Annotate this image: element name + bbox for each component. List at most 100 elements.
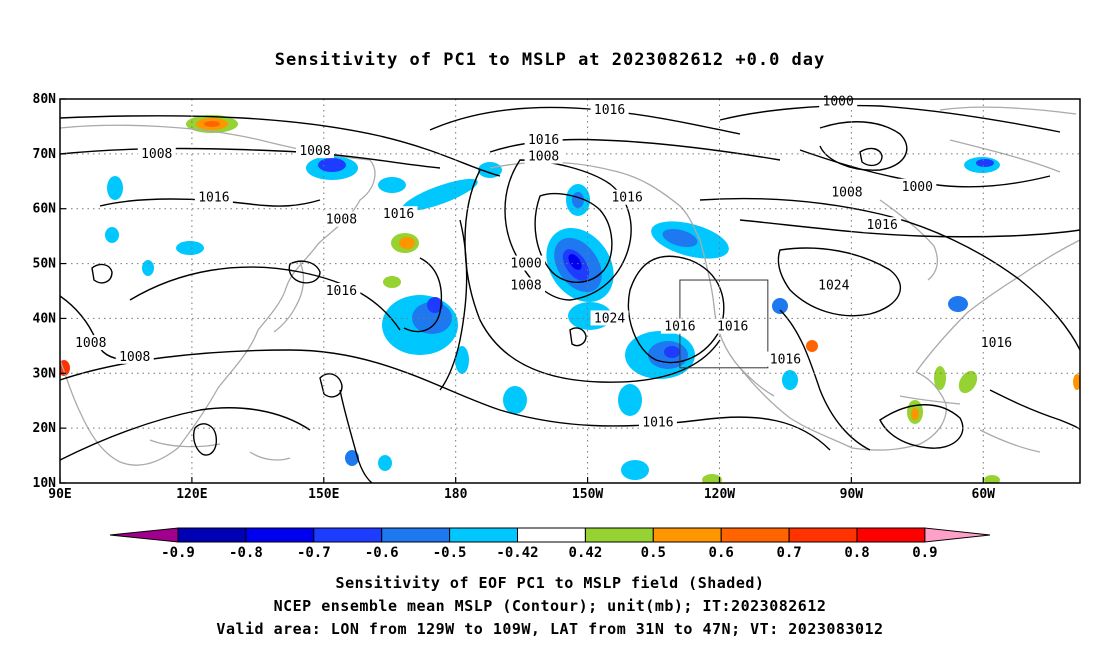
colorbar-label: 0.6 — [709, 545, 734, 560]
shade-blob — [399, 237, 415, 249]
contour-label-bg — [524, 148, 563, 164]
contour-label-bg — [71, 335, 110, 351]
contour-label: 1016 — [528, 133, 559, 148]
colorbar-label: 0.8 — [844, 545, 869, 560]
contour-label: 1008 — [831, 185, 862, 200]
contour-label: 1008 — [141, 147, 172, 162]
colorbar-label: -0.7 — [297, 545, 331, 560]
shade-blob — [702, 474, 722, 483]
colorbar-segment — [584, 527, 654, 543]
contour-label: 1024 — [818, 279, 849, 294]
shade-blob — [176, 241, 204, 255]
colorbar-label: 0.7 — [776, 545, 801, 560]
x-tick-label: 150W — [572, 487, 603, 502]
contour-label-bg — [660, 318, 699, 334]
coastline-caribbean — [899, 395, 1041, 453]
contour-label: 1016 — [383, 207, 414, 222]
shade-blob — [572, 192, 584, 208]
contour-line — [739, 219, 1080, 238]
colorbar-segment — [381, 527, 451, 543]
contour-label-bg — [863, 217, 902, 233]
contour-line — [193, 423, 217, 456]
colorbar-segment — [856, 527, 926, 543]
colorbar-segment — [517, 527, 586, 543]
shade-blob — [976, 159, 994, 167]
contour-line — [339, 389, 373, 483]
contour-line — [91, 263, 113, 284]
shade-blob — [948, 296, 968, 312]
colorbar-label: 0.42 — [569, 545, 603, 560]
contour-line — [859, 147, 883, 167]
shade-blob — [318, 158, 346, 172]
contour-line — [819, 121, 908, 171]
contour-label: 1016 — [664, 320, 695, 335]
x-tick-label: 90E — [48, 487, 71, 502]
shade-blob — [662, 228, 698, 248]
contour-label-bg — [137, 145, 176, 161]
contour-label-bg — [322, 283, 361, 298]
contour-label-bg — [898, 178, 937, 194]
contour-label: 1000 — [510, 257, 541, 272]
contour-line — [60, 147, 441, 169]
shade-blob — [345, 450, 359, 466]
shade-blob — [911, 408, 919, 420]
x-tick-label: 180 — [444, 487, 468, 502]
contour-label-bg — [507, 277, 546, 293]
colorbar-label: 0.9 — [912, 545, 937, 560]
contour-line — [489, 138, 781, 161]
contour-label: 1016 — [326, 284, 357, 299]
colorbar-label: -0.9 — [161, 545, 195, 560]
contour-label: 1008 — [299, 144, 330, 159]
coastline-asia — [60, 124, 376, 466]
shade-blob — [934, 366, 946, 390]
contour-label: 1008 — [510, 279, 541, 294]
coastline-greenland — [939, 106, 1077, 173]
contour-label-bg — [827, 184, 866, 200]
sensitivity-map: 1016 1000 1008 1008 1016 1008 1016 1016 1008 1000… — [33, 92, 1081, 560]
contour-line — [319, 373, 343, 398]
shade-blob — [378, 455, 392, 471]
contour-label-bg — [322, 211, 361, 227]
contour-line — [60, 349, 831, 451]
contour-labels: 1016 1000 1008 1008 1016 1008 1016 1016 1008 1000… — [71, 93, 1016, 431]
colorbar-label: 0.5 — [641, 545, 666, 560]
shade-blob — [378, 177, 406, 193]
colorbar-label: -0.8 — [229, 545, 263, 560]
caption-contour: NCEP ensemble mean MSLP (Contour); unit(… — [273, 597, 827, 615]
shade-blob — [618, 384, 642, 416]
contour-label-bg — [766, 351, 805, 367]
y-tick-label: 60N — [33, 202, 57, 217]
colorbar-segment — [720, 527, 790, 543]
contour-label-bg — [115, 348, 154, 364]
x-tick-label: 90W — [840, 487, 864, 502]
contour-line — [60, 407, 311, 461]
shade-blob — [958, 370, 978, 394]
shade-blob — [772, 298, 788, 314]
x-tick-label: 60W — [972, 487, 996, 502]
shade-blob — [105, 227, 119, 243]
shade-blob — [503, 386, 527, 414]
map-frame — [59, 98, 1081, 484]
contour-line — [60, 115, 501, 177]
contour-line — [779, 309, 871, 451]
x-tick-label: 150E — [308, 487, 339, 502]
y-tick-label: 20N — [33, 421, 57, 436]
coastline-baja — [739, 367, 775, 397]
shade-blob — [204, 121, 220, 127]
contour-line — [429, 106, 741, 135]
shade-blob — [782, 370, 798, 390]
contour-label: 1016 — [717, 320, 748, 335]
shade-blob — [806, 340, 818, 352]
contour-label-bg — [713, 318, 752, 334]
contour-line — [879, 404, 964, 449]
shade-blob — [427, 297, 443, 313]
x-tick-label: 120W — [704, 487, 735, 502]
shade-blob — [984, 475, 1000, 483]
colorbar: -0.9 -0.8 -0.7 -0.6 -0.5 -0.42 0.42 0.5 0.6 0.7 0.… — [109, 527, 991, 560]
shade-blob — [478, 162, 502, 178]
contour-line — [403, 257, 443, 333]
coastline-indonesia — [149, 439, 291, 461]
contour-label-bg — [819, 93, 858, 109]
y-tick-label: 80N — [33, 92, 57, 107]
coastline-hudson-bay — [879, 199, 939, 281]
